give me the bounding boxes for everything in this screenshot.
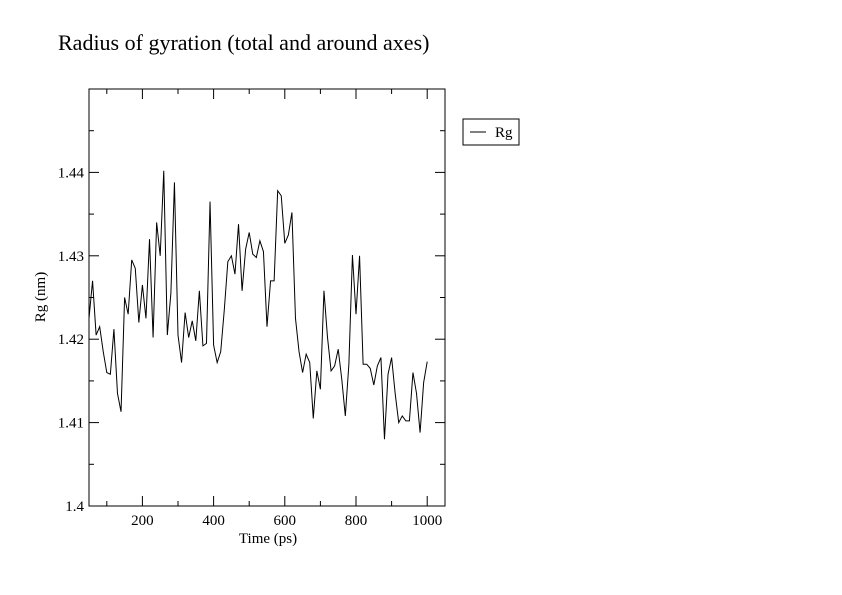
x-tick-label: 1000 — [412, 513, 442, 529]
y-tick-label: 1.42 — [58, 332, 84, 348]
y-tick-label: 1.4 — [65, 499, 84, 515]
axis-ticks: 200 400 600 800 1000 1.4 1.41 1.42 1.43 1.44 — [58, 89, 445, 529]
series-line-rg — [88, 170, 428, 440]
legend: Rg — [462, 118, 520, 146]
y-axis-label: Rg (nm) — [33, 272, 49, 322]
x-axis-label: Time (ps) — [239, 531, 297, 547]
x-tick-label: 800 — [345, 513, 368, 529]
y-tick-label: 1.44 — [58, 165, 85, 181]
y-tick-label: 1.41 — [58, 416, 84, 432]
y-tick-label: 1.43 — [58, 249, 84, 265]
series-layer — [88, 170, 428, 440]
plot-frame — [88, 88, 446, 507]
x-tick-label: 400 — [202, 513, 225, 529]
legend-entry-rg: Rg — [495, 125, 513, 141]
x-tick-label: 600 — [274, 513, 297, 529]
x-tick-label: 200 — [131, 513, 154, 529]
chart-title: Radius of gyration (total and around axe… — [58, 30, 429, 55]
